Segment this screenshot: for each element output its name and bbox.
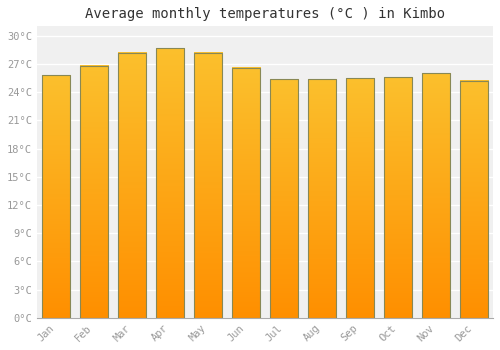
Bar: [232, 68, 260, 318]
Bar: [118, 52, 146, 318]
Bar: [80, 66, 108, 318]
Bar: [156, 48, 184, 318]
Bar: [422, 73, 450, 318]
Bar: [308, 79, 336, 318]
Bar: [346, 78, 374, 318]
Bar: [270, 79, 298, 318]
Bar: [384, 77, 412, 318]
Bar: [194, 52, 222, 318]
Title: Average monthly temperatures (°C ) in Kimbo: Average monthly temperatures (°C ) in Ki…: [85, 7, 445, 21]
Bar: [42, 75, 70, 318]
Bar: [460, 81, 488, 318]
